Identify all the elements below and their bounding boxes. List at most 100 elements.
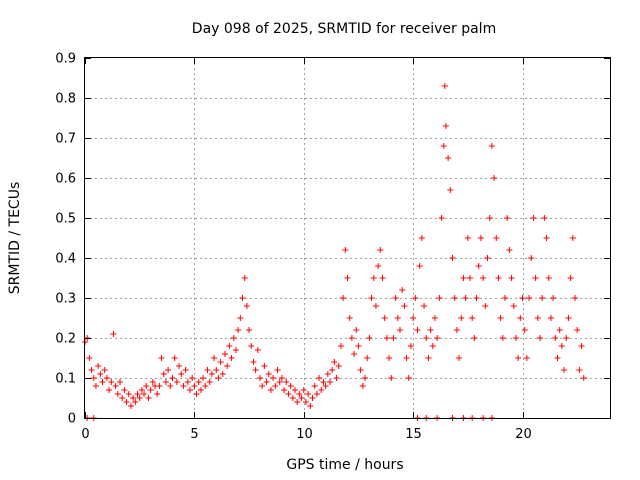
data-point [114, 391, 121, 397]
data-point [403, 355, 410, 361]
data-point [182, 367, 189, 373]
data-point [526, 295, 533, 301]
data-point [302, 399, 309, 405]
data-point [377, 247, 384, 253]
data-point [495, 275, 502, 281]
y-tick-label: 0.8 [55, 92, 76, 107]
data-point [510, 303, 517, 309]
data-point [493, 235, 500, 241]
data-point [423, 335, 430, 341]
data-point [246, 327, 253, 333]
data-point [397, 327, 403, 333]
data-point [574, 327, 581, 333]
data-point [488, 143, 495, 149]
data-point [228, 355, 235, 361]
data-point [237, 315, 244, 321]
x-tick-label: 0 [81, 427, 89, 442]
data-point [320, 379, 327, 385]
data-point [390, 335, 397, 341]
data-point [572, 295, 578, 301]
y-tick-label: 0.3 [55, 292, 76, 307]
data-point [250, 359, 257, 365]
data-point [456, 355, 463, 361]
data-point [547, 315, 554, 321]
data-point [421, 303, 428, 309]
data-point [506, 247, 513, 253]
data-point [462, 295, 469, 301]
data-point [383, 335, 390, 341]
data-point [289, 395, 296, 401]
data-point [206, 379, 213, 385]
data-point [248, 343, 255, 349]
data-point [259, 383, 266, 389]
data-point [97, 371, 104, 377]
data-point [440, 143, 447, 149]
data-point [425, 355, 432, 361]
data-point [442, 123, 449, 129]
data-point [342, 247, 349, 253]
data-point [539, 295, 546, 301]
data-point [569, 235, 576, 241]
data-point [235, 327, 242, 333]
data-point [460, 275, 467, 281]
data-point [88, 367, 95, 373]
data-point [449, 255, 456, 261]
data-point [340, 295, 347, 301]
data-point [359, 383, 366, 389]
data-point [222, 351, 228, 357]
data-point [331, 359, 338, 365]
data-point [219, 371, 226, 377]
x-tick-label: 20 [515, 427, 532, 442]
data-point [272, 383, 279, 389]
data-point [300, 387, 307, 393]
data-point [180, 383, 187, 389]
y-tick-label: 0.5 [55, 212, 76, 227]
data-point [149, 379, 156, 385]
data-point [515, 355, 522, 361]
data-point [335, 363, 342, 369]
data-point [171, 355, 178, 361]
data-point [283, 379, 290, 385]
y-tick-label: 0 [68, 412, 76, 427]
data-point [316, 375, 323, 381]
data-point [532, 275, 539, 281]
data-point [202, 383, 209, 389]
data-point [230, 335, 237, 341]
data-point [445, 155, 452, 161]
data-point [327, 379, 333, 385]
data-point [528, 255, 535, 261]
data-point [307, 403, 314, 409]
data-point [296, 391, 303, 397]
data-point [160, 371, 167, 377]
data-point [313, 391, 320, 397]
data-point [239, 295, 246, 301]
data-point [427, 327, 434, 333]
data-point [189, 375, 196, 381]
data-point [482, 303, 489, 309]
data-point [410, 315, 417, 321]
data-point [370, 275, 377, 281]
data-point [132, 399, 139, 405]
data-point [213, 367, 220, 373]
data-point [434, 335, 441, 341]
chart-title: Day 098 of 2025, SRMTID for receiver pal… [192, 21, 496, 37]
data-point [243, 303, 250, 309]
data-point [556, 327, 563, 333]
data-point [127, 403, 134, 409]
data-point [530, 215, 537, 221]
data-point [187, 387, 193, 393]
data-point [486, 215, 493, 221]
data-point [191, 383, 198, 389]
data-point [178, 371, 185, 377]
data-point [110, 331, 117, 337]
data-point [491, 175, 498, 181]
data-point [125, 391, 132, 397]
data-point [502, 295, 508, 301]
data-point [480, 275, 487, 281]
data-point [386, 355, 393, 361]
data-point [537, 335, 543, 341]
data-point [438, 215, 445, 221]
data-point [550, 295, 557, 301]
x-tick-label: 15 [405, 427, 422, 442]
data-point [394, 315, 401, 321]
